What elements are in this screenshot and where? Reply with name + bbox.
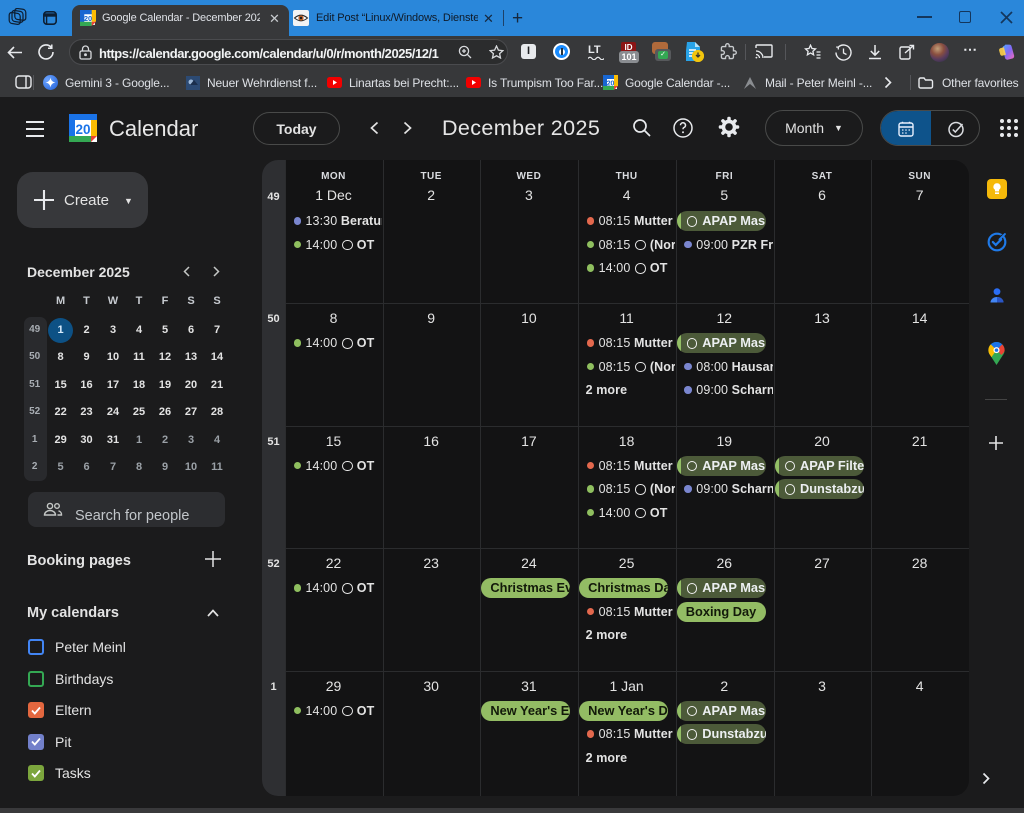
svg-text:20: 20 xyxy=(75,122,90,137)
svg-text:20: 20 xyxy=(607,81,615,88)
svg-text:20: 20 xyxy=(84,14,92,23)
